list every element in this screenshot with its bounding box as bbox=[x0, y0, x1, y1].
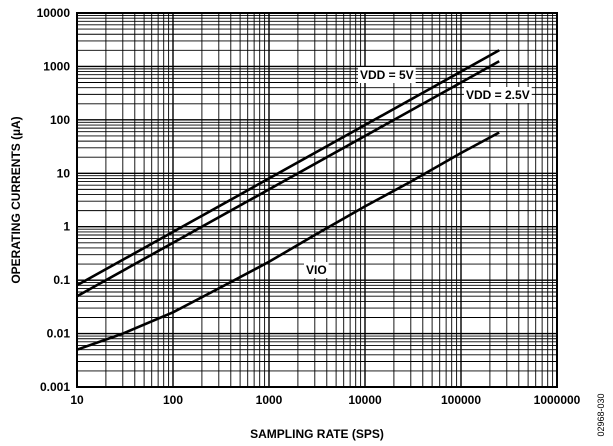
x-tick-label: 10 bbox=[70, 393, 84, 407]
series-lines bbox=[76, 49, 500, 351]
figure-id: 02968-030 bbox=[596, 393, 606, 436]
series-line-vio bbox=[76, 131, 500, 351]
series-label-vio: VIO bbox=[304, 262, 329, 278]
series-label-text: VDD = 2.5V bbox=[466, 88, 530, 102]
series-label-bg bbox=[464, 87, 532, 103]
y-tick-label: 0.1 bbox=[53, 273, 70, 287]
x-tick-label: 100 bbox=[163, 393, 183, 407]
series-label-text: VDD = 5V bbox=[360, 68, 414, 82]
y-tick-label: 0.001 bbox=[40, 380, 70, 394]
x-axis-title: SAMPLING RATE (SPS) bbox=[250, 427, 384, 441]
y-tick-label: 100 bbox=[50, 113, 70, 127]
series-label-vdd-5v: VDD = 5V bbox=[358, 67, 416, 83]
y-tick-label: 1 bbox=[63, 220, 70, 234]
series-line-vdd-5v bbox=[76, 49, 500, 287]
y-axis-title: OPERATING CURRENTS (µA) bbox=[9, 116, 23, 283]
series-label-vdd-2-5v: VDD = 2.5V bbox=[464, 87, 532, 103]
y-tick-label: 10000 bbox=[37, 6, 71, 20]
tick-labels: 10 100 1000 10000 100000 1000000 0.001 0.01 0.1 1… bbox=[37, 6, 581, 407]
x-tick-label: 10000 bbox=[348, 393, 382, 407]
plot-frame bbox=[76, 12, 558, 388]
x-tick-label: 100000 bbox=[441, 393, 481, 407]
x-tick-label: 1000000 bbox=[534, 393, 581, 407]
series-label-bg bbox=[358, 67, 416, 83]
series-label-text: VIO bbox=[306, 263, 327, 277]
y-tick-label: 10 bbox=[57, 166, 71, 180]
series-label-bg bbox=[304, 262, 329, 278]
y-tick-label: 1000 bbox=[43, 59, 70, 73]
x-tick-label: 1000 bbox=[256, 393, 283, 407]
y-tick-label: 0.01 bbox=[47, 327, 71, 341]
series-line-vdd-2-5v bbox=[76, 60, 500, 298]
